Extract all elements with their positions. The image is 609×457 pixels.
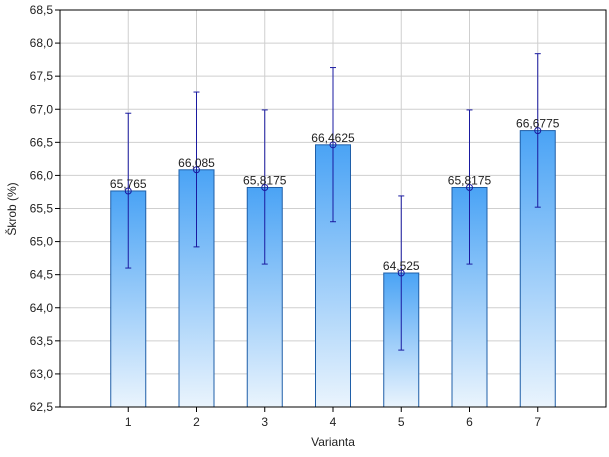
y-tick-label: 63,5: [30, 334, 54, 348]
y-tick-label: 63,0: [30, 367, 54, 381]
y-tick-label: 64,0: [30, 301, 54, 315]
mean-marker: [124, 187, 132, 195]
y-tick-label: 65,5: [30, 202, 54, 216]
y-tick-label: 64,5: [30, 268, 54, 282]
y-tick-label: 65,0: [30, 235, 54, 249]
y-tick-label: 66,0: [30, 168, 54, 182]
y-tick-label: 68,5: [30, 3, 54, 17]
x-tick-label: 1: [125, 415, 132, 429]
y-tick-label: 67,0: [30, 102, 54, 116]
data-label: 66,085: [178, 156, 215, 170]
data-label: 64,525: [383, 259, 420, 273]
x-tick-label: 3: [261, 415, 268, 429]
mean-marker: [261, 183, 269, 191]
data-label: 65,8175: [448, 173, 492, 187]
mean-marker: [193, 166, 200, 174]
y-tick-label: 62,5: [30, 400, 54, 414]
y-axis-title: Škrob (%): [4, 182, 19, 235]
data-label: 65,8175: [243, 173, 287, 187]
label-layer: 65,765 66,085 65,8175 66,4625 64,525 65,8175 6…: [110, 117, 560, 273]
x-tick-label: 7: [534, 415, 541, 429]
data-label: 66,4625: [311, 131, 355, 145]
data-label: 66,6775: [516, 117, 560, 131]
error-bar-layer: [124, 53, 542, 351]
mean-marker: [397, 269, 405, 277]
y-tick-label: 68,0: [30, 36, 54, 50]
y-tick-label: 67,5: [30, 69, 54, 83]
mean-marker: [329, 141, 337, 149]
mean-marker: [534, 127, 542, 135]
x-axis-title: Varianta: [311, 435, 355, 449]
mean-marker: [466, 183, 473, 191]
x-tick-label: 6: [466, 415, 473, 429]
x-tick-label: 4: [330, 415, 337, 429]
x-tick-label: 2: [193, 415, 200, 429]
bar: [315, 144, 351, 408]
data-label: 65,765: [110, 177, 147, 191]
axis-layer: 62,5 63,0 63,5 64,0 64,5 65,0 65,5 66,0 66,5 67,0…: [30, 3, 607, 429]
x-tick-label: 5: [398, 415, 405, 429]
y-tick-label: 66,5: [30, 135, 54, 149]
